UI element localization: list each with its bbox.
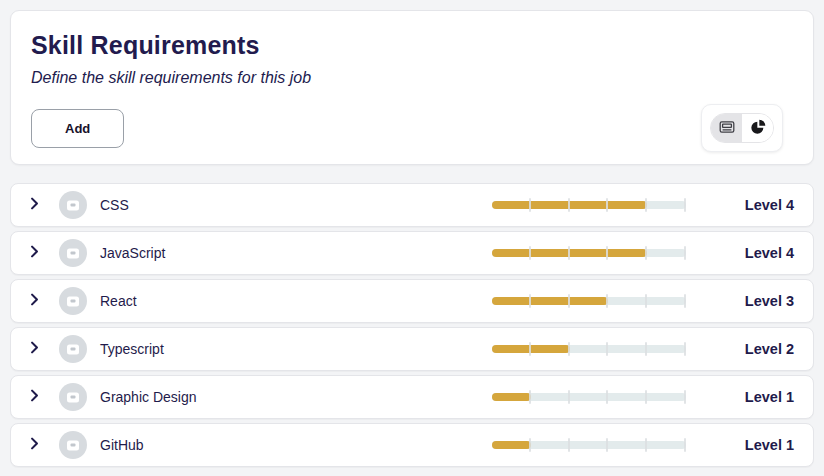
chevron-right-icon (28, 340, 41, 358)
slider-tick (606, 294, 608, 308)
skill-badge-icon (59, 191, 87, 219)
slider-tick (529, 294, 531, 308)
slider-tick (684, 246, 686, 260)
skill-level-label: Level 3 (734, 293, 794, 309)
toolbar: Add (31, 104, 793, 152)
skill-badge-icon (59, 431, 87, 459)
slider-tick (645, 294, 647, 308)
slider-tick (684, 342, 686, 356)
skill-level-label: Level 4 (734, 197, 794, 213)
skill-level-label: Level 4 (734, 245, 794, 261)
skill-level-slider[interactable] (492, 245, 686, 261)
chevron-right-icon (28, 244, 41, 262)
slider-tick (606, 390, 608, 404)
slider-tick (529, 198, 531, 212)
skill-row: GitHub Level 1 (10, 423, 814, 467)
skill-row: Graphic Design Level 1 (10, 375, 814, 419)
slider-tick (684, 198, 686, 212)
skill-level-label: Level 1 (734, 437, 794, 453)
slider-ticks (492, 197, 686, 213)
slider-tick (568, 390, 570, 404)
slider-tick (606, 246, 608, 260)
expand-row-button[interactable] (28, 435, 46, 455)
chart-view-button[interactable] (742, 114, 773, 142)
chevron-right-icon (28, 436, 41, 454)
add-skill-button[interactable]: Add (31, 109, 124, 148)
slider-tick (645, 438, 647, 452)
slider-tick (568, 294, 570, 308)
skill-row: CSS Level 4 (10, 183, 814, 227)
slider-tick (606, 342, 608, 356)
skill-name: Graphic Design (100, 389, 197, 405)
skill-level-slider[interactable] (492, 341, 686, 357)
expand-row-button[interactable] (28, 339, 46, 359)
slider-tick (568, 438, 570, 452)
chevron-right-icon (28, 388, 41, 406)
pie-chart-icon (750, 119, 766, 138)
slider-tick (606, 438, 608, 452)
skill-name: CSS (100, 197, 129, 213)
skill-row: React Level 3 (10, 279, 814, 323)
slider-tick (645, 246, 647, 260)
slider-tick (606, 198, 608, 212)
skill-badge-icon (59, 287, 87, 315)
skill-name: GitHub (100, 437, 144, 453)
skill-level-label: Level 1 (734, 389, 794, 405)
chevron-right-icon (28, 292, 41, 310)
slider-tick (645, 198, 647, 212)
page-title: Skill Requirements (31, 31, 793, 60)
slider-tick (684, 294, 686, 308)
view-toggle (710, 113, 774, 143)
skill-level-slider[interactable] (492, 293, 686, 309)
skill-badge-icon (59, 335, 87, 363)
skill-name: Typescript (100, 341, 164, 357)
skill-row: JavaScript Level 4 (10, 231, 814, 275)
expand-row-button[interactable] (28, 387, 46, 407)
slider-tick (684, 438, 686, 452)
expand-row-button[interactable] (28, 243, 46, 263)
skill-requirements-card: Skill Requirements Define the skill requ… (10, 10, 814, 165)
chevron-right-icon (28, 196, 41, 214)
slider-ticks (492, 245, 686, 261)
skill-level-label: Level 2 (734, 341, 794, 357)
expand-row-button[interactable] (28, 195, 46, 215)
slider-tick (529, 438, 531, 452)
skill-name: React (100, 293, 137, 309)
skill-row: Typescript Level 2 (10, 327, 814, 371)
skill-level-slider[interactable] (492, 437, 686, 453)
list-view-button[interactable] (711, 114, 742, 142)
skill-level-slider[interactable] (492, 389, 686, 405)
skill-level-slider[interactable] (492, 197, 686, 213)
skill-badge-icon (59, 383, 87, 411)
slider-tick (529, 390, 531, 404)
slider-tick (568, 246, 570, 260)
page-subtitle: Define the skill requirements for this j… (31, 69, 793, 87)
slider-ticks (492, 437, 686, 453)
skill-name: JavaScript (100, 245, 165, 261)
card-view-icon (719, 120, 735, 137)
slider-tick (529, 246, 531, 260)
expand-row-button[interactable] (28, 291, 46, 311)
slider-ticks (492, 389, 686, 405)
slider-ticks (492, 293, 686, 309)
slider-ticks (492, 341, 686, 357)
slider-tick (645, 342, 647, 356)
skill-list: CSS Level 4 JavaScript (10, 183, 814, 467)
slider-tick (684, 390, 686, 404)
slider-tick (568, 342, 570, 356)
slider-tick (568, 198, 570, 212)
skill-badge-icon (59, 239, 87, 267)
view-toggle-card (701, 104, 783, 152)
slider-tick (529, 342, 531, 356)
slider-tick (645, 390, 647, 404)
